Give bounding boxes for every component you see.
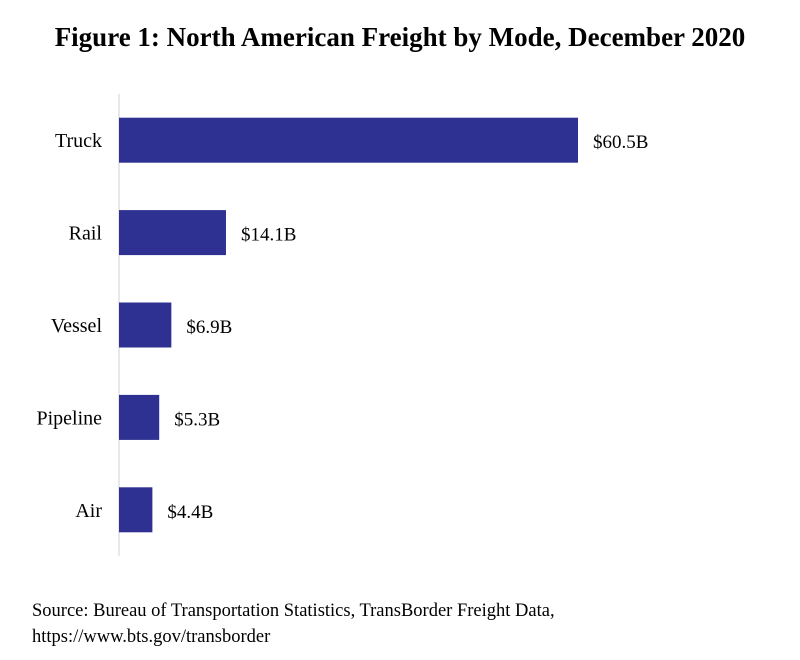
chart-title: Figure 1: North American Freight by Mode… [54,22,746,52]
value-label-truck: $60.5B [593,132,648,153]
bar-air [119,487,153,533]
bar-rail [119,210,226,256]
bar-truck [119,117,578,163]
source-url: https://www.bts.gov/transborder [32,627,271,647]
value-label-vessel: $6.9B [186,317,232,338]
category-label-truck: Truck [55,130,102,152]
category-label-vessel: Vessel [51,315,103,337]
value-label-air: $4.4B [167,502,213,523]
category-label-pipeline: Pipeline [36,407,102,429]
value-label-pipeline: $5.3B [174,409,220,430]
bar-pipeline [119,394,160,440]
source-text: Source: Bureau of Transportation Statist… [32,601,555,621]
category-label-rail: Rail [69,223,103,245]
bar-vessel [119,302,172,348]
source-note: Source: Bureau of Transportation Statist… [32,598,555,650]
bars-group: Truck $60.5B Rail $14.1B Vessel $6.9B Pipeline… [36,117,648,533]
value-label-rail: $14.1B [241,225,296,246]
category-label-air: Air [75,500,102,522]
bar-chart: Truck $60.5B Rail $14.1B Vessel $6.9B Pipeline… [36,94,648,556]
